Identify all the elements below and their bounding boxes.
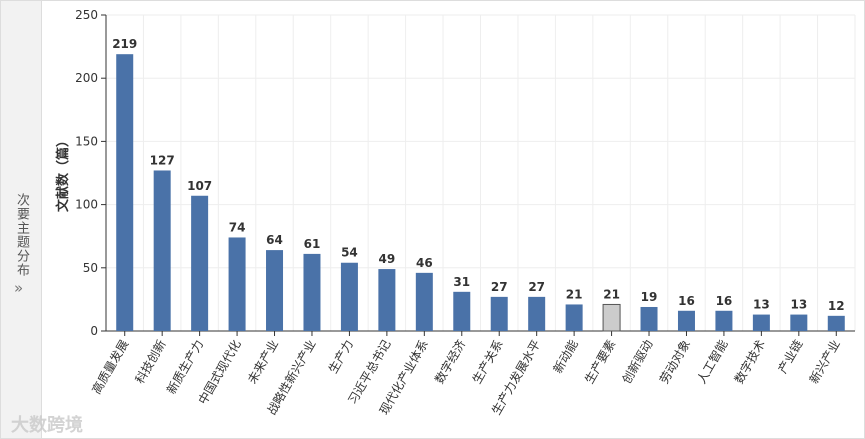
x-tick-label: 生产关系 — [470, 338, 506, 387]
value-label: 21 — [566, 287, 583, 301]
x-tick-label: 高质量发展 — [88, 337, 131, 396]
value-label: 19 — [641, 290, 658, 304]
value-label: 107 — [187, 179, 212, 193]
bar — [378, 269, 396, 331]
value-label: 13 — [790, 298, 807, 312]
y-tick-label: 100 — [75, 198, 98, 212]
side-panel: 次要主题分布 » — [1, 1, 42, 438]
value-label: 61 — [304, 237, 321, 251]
y-tick-label: 0 — [90, 324, 98, 338]
y-tick-label: 250 — [75, 8, 98, 22]
watermark: 大数跨境 — [11, 415, 83, 436]
bar — [266, 250, 284, 331]
bar — [528, 296, 546, 331]
bar — [602, 303, 621, 332]
x-tick-label: 新兴产业 — [806, 337, 843, 386]
value-label: 46 — [416, 256, 433, 270]
side-panel-label: 次要主题分布 — [14, 193, 29, 277]
x-tick-label: 新质生产力 — [163, 337, 206, 396]
bar — [116, 54, 134, 332]
x-tick-label: 新动能 — [550, 337, 581, 376]
bar — [715, 310, 733, 331]
expand-toggle[interactable]: » — [14, 279, 24, 297]
bar — [790, 314, 808, 331]
x-tick-label: 未来产业 — [245, 338, 281, 387]
value-label: 74 — [229, 220, 246, 234]
value-label: 64 — [266, 233, 283, 247]
value-label: 54 — [341, 246, 358, 260]
bar — [453, 291, 471, 331]
value-label: 16 — [716, 294, 733, 308]
value-label: 219 — [112, 37, 137, 51]
x-tick-label: 产业链 — [774, 337, 805, 376]
bar — [677, 310, 695, 331]
x-tick-label: 科技创新 — [132, 337, 169, 386]
value-label: 27 — [528, 280, 545, 294]
bar — [340, 262, 358, 331]
x-tick-label: 数字经济 — [431, 337, 468, 386]
bar — [153, 170, 171, 331]
y-tick-label: 50 — [83, 261, 98, 275]
x-tick-label: 劳动对象 — [657, 338, 693, 387]
bar — [303, 253, 321, 331]
x-tick-label: 人工智能 — [694, 337, 731, 386]
bar — [415, 272, 433, 331]
x-tick-label: 生产力 — [326, 338, 356, 376]
y-tick-label: 200 — [75, 71, 98, 85]
value-label: 27 — [491, 280, 508, 294]
bar — [565, 304, 583, 331]
value-label: 13 — [753, 298, 770, 312]
bar — [752, 314, 770, 331]
bar — [228, 237, 246, 331]
value-label: 127 — [150, 153, 175, 167]
x-tick-label: 创新驱动 — [619, 337, 656, 386]
bar — [640, 306, 658, 331]
x-tick-label: 数字技术 — [731, 337, 768, 386]
bar — [490, 296, 508, 331]
bar — [191, 195, 209, 331]
y-tick-label: 150 — [75, 134, 98, 148]
value-label: 12 — [828, 299, 845, 313]
y-axis-label: 文献数（篇） — [55, 134, 71, 212]
bar — [827, 315, 845, 331]
value-label: 31 — [453, 275, 470, 289]
x-tick-label: 生产要素 — [582, 338, 618, 387]
value-label: 49 — [379, 252, 396, 266]
value-label: 21 — [603, 287, 620, 301]
value-label: 16 — [678, 294, 695, 308]
